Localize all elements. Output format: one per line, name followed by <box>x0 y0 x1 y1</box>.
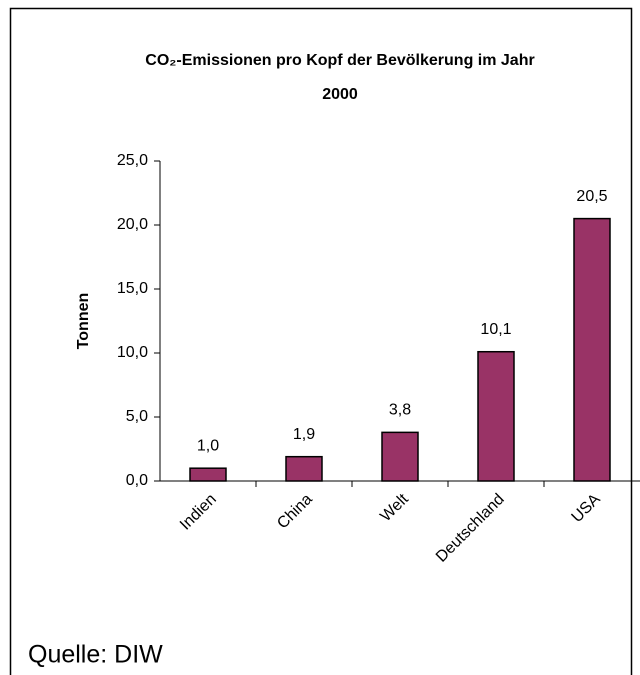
y-tick-label: 15,0 <box>117 280 148 297</box>
bar <box>381 431 419 482</box>
value-label: 3,8 <box>389 402 411 419</box>
bar <box>285 455 323 482</box>
frame <box>9 7 633 675</box>
y-tick-label: 20,0 <box>117 216 148 233</box>
y-tick-label: 10,0 <box>117 344 148 361</box>
y-tick-label: 5,0 <box>126 408 148 425</box>
bar <box>573 217 611 482</box>
bar <box>477 350 515 482</box>
value-label: 20,5 <box>576 188 607 205</box>
value-label: 1,9 <box>293 426 315 443</box>
chart-title: CO₂-Emissionen pro Kopf der Bevölkerung … <box>145 52 535 103</box>
value-label: 1,0 <box>197 437 219 454</box>
source: Quelle: DIW <box>28 641 163 669</box>
y-tick-label: 0,0 <box>126 472 148 489</box>
bar <box>189 467 227 482</box>
y-tick-label: 25,0 <box>117 152 148 169</box>
value-label: 10,1 <box>480 321 511 338</box>
y-axis-label: Tonnen <box>75 293 92 350</box>
